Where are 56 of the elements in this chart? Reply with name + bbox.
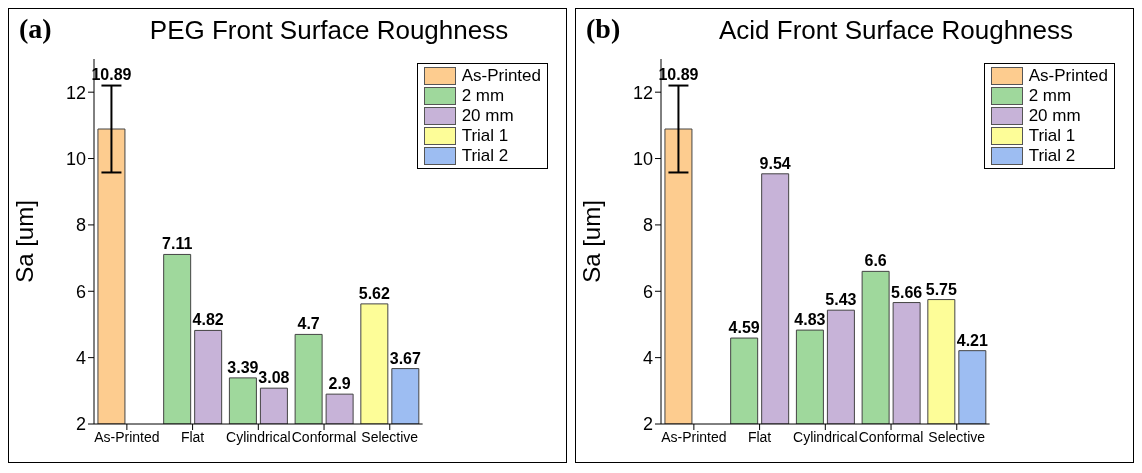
- data-label: 4.83: [794, 311, 826, 329]
- data-label: 4.21: [956, 331, 989, 349]
- data-label: 5.66: [891, 283, 923, 301]
- chart-title: PEG Front Surface Roughness: [148, 15, 510, 46]
- legend-label: 20 mm: [1028, 106, 1081, 126]
- data-label: 5.43: [825, 291, 857, 309]
- data-label: 3.67: [389, 349, 422, 367]
- data-label: 2.9: [328, 375, 351, 393]
- y-tick-label: 8: [75, 215, 86, 236]
- y-tick-label: 12: [65, 82, 86, 103]
- legend-label: 2 mm: [461, 86, 505, 106]
- y-axis-title: Sa [um]: [10, 200, 38, 283]
- data-label: 3.08: [258, 369, 290, 387]
- x-tick-label: Cylindrical: [226, 428, 291, 445]
- data-label: 3.39: [227, 358, 259, 376]
- x-tick-label: As-Printed: [94, 428, 160, 445]
- x-tick-label: Conformal: [291, 428, 357, 445]
- y-tick-label: 12: [632, 82, 653, 103]
- y-tick-label: 4: [75, 348, 86, 369]
- y-tick-label: 6: [642, 281, 653, 302]
- legend-label: 20 mm: [461, 106, 514, 126]
- x-tick-label: Selective: [361, 428, 419, 445]
- x-tick-label: Conformal: [858, 428, 924, 445]
- y-axis-title: Sa [um]: [577, 200, 605, 283]
- y-tick-label: 8: [642, 215, 653, 236]
- legend-label: As-Printed: [1028, 66, 1108, 86]
- text: (a): [19, 13, 52, 45]
- x-tick-label: Selective: [928, 428, 986, 445]
- legend-label: Trial 2: [1028, 146, 1076, 166]
- data-label: 6.6: [864, 252, 887, 270]
- data-label: 9.54: [759, 154, 791, 172]
- text: (b): [586, 13, 621, 45]
- data-label: 10.89: [658, 65, 699, 83]
- data-label: 4.7: [297, 315, 320, 333]
- chart-title: Acid Front Surface Roughness: [717, 15, 1075, 46]
- x-tick-label: Flat: [180, 428, 205, 445]
- data-label: 5.75: [925, 280, 958, 298]
- data-label: 5.62: [358, 284, 391, 302]
- y-tick-label: 4: [642, 348, 653, 369]
- x-tick-label: Flat: [747, 428, 772, 445]
- x-tick-label: Cylindrical: [793, 428, 858, 445]
- y-tick-label: 2: [642, 414, 653, 435]
- x-tick-label: As-Printed: [661, 428, 727, 445]
- data-label: 4.82: [192, 311, 224, 329]
- legend-label: Trial 1: [461, 126, 509, 146]
- y-tick-label: 10: [632, 148, 653, 169]
- legend-label: 2 mm: [1028, 86, 1072, 106]
- data-label: 4.59: [728, 319, 760, 337]
- y-tick-label: 6: [75, 281, 86, 302]
- y-tick-label: 2: [75, 414, 86, 435]
- y-tick-label: 10: [65, 148, 86, 169]
- legend-label: Trial 2: [461, 146, 509, 166]
- legend-label: Trial 1: [1028, 126, 1076, 146]
- data-label: 10.89: [91, 65, 132, 83]
- legend-label: As-Printed: [461, 66, 541, 86]
- data-label: 7.11: [162, 235, 193, 253]
